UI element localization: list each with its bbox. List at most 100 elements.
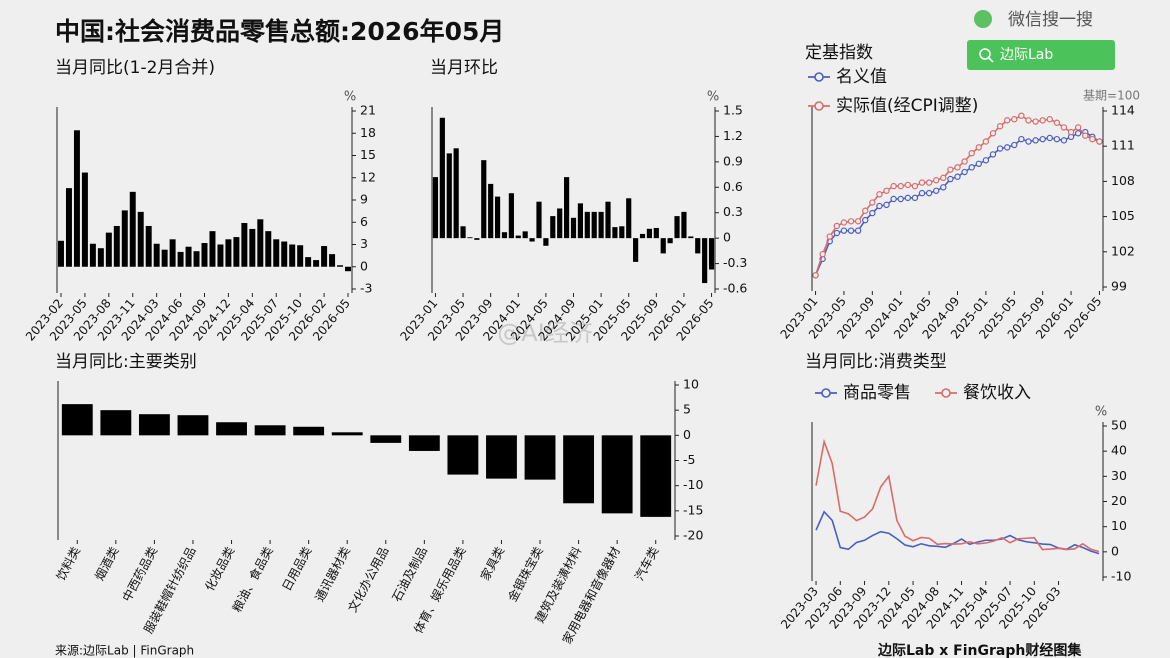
- bar: [337, 265, 344, 267]
- y-tick-label: -15: [683, 502, 703, 517]
- y-tick-label: 0: [360, 258, 368, 273]
- bar: [640, 435, 672, 517]
- y-tick-label: 10: [1111, 518, 1127, 533]
- point: [847, 227, 855, 234]
- search-icon: [988, 57, 994, 63]
- point: [847, 218, 855, 225]
- bar: [129, 191, 136, 267]
- y-tick-label: 50: [1111, 418, 1127, 433]
- bar: [201, 243, 208, 267]
- bar: [515, 235, 521, 239]
- legend-label: 商品零售: [843, 383, 911, 403]
- point: [947, 175, 954, 183]
- bar: [453, 148, 459, 239]
- bar: [293, 426, 325, 436]
- bar: [81, 172, 88, 267]
- bar: [209, 231, 216, 267]
- bar: [432, 177, 439, 239]
- x-tick-label: 饮料类: [54, 544, 83, 582]
- x-tick-label: 文化办公用品: [344, 544, 391, 615]
- x-tick-label: 中西药品类: [119, 544, 160, 604]
- x-tick-label: 家具类: [477, 544, 507, 583]
- legend-label: 名义值: [836, 67, 887, 87]
- bar: [408, 435, 440, 451]
- point: [897, 195, 904, 203]
- y-tick-label: 12: [360, 169, 376, 184]
- point: [968, 164, 975, 171]
- chart-title: 当月同比:消费类型: [805, 352, 947, 372]
- bar: [639, 233, 646, 239]
- bar: [254, 425, 286, 436]
- point: [826, 233, 833, 240]
- bar: [145, 225, 152, 267]
- bar: [57, 240, 64, 267]
- bar: [494, 196, 501, 239]
- y-tick-label: 102: [1111, 243, 1135, 258]
- chart-title: 当月同比:主要类别: [55, 352, 197, 372]
- bar: [674, 216, 680, 239]
- point: [1074, 124, 1082, 131]
- point: [1032, 118, 1039, 125]
- point: [1025, 117, 1032, 124]
- point: [918, 179, 926, 186]
- point: [947, 166, 954, 173]
- bar: [633, 238, 639, 262]
- y-tick-label: 105: [1111, 208, 1135, 223]
- point: [989, 130, 997, 137]
- y-tick-label: 15: [360, 147, 376, 162]
- point: [1082, 132, 1089, 139]
- search-text[interactable]: 边际Lab: [1000, 47, 1053, 63]
- point: [1018, 112, 1025, 119]
- y-tick-label: 114: [1111, 103, 1135, 118]
- bar: [161, 249, 168, 267]
- bar: [446, 153, 452, 239]
- search-box[interactable]: [967, 40, 1115, 70]
- y-tick-label: 111: [1111, 138, 1135, 153]
- point: [925, 189, 933, 197]
- point: [854, 227, 862, 234]
- bar: [563, 435, 595, 504]
- y-tick-label: 0.6: [723, 179, 743, 194]
- y-tick-label: 40: [1111, 443, 1127, 458]
- brand: 边际Lab x FinGraph财经图集: [877, 642, 1082, 658]
- point: [954, 173, 961, 180]
- bar: [695, 238, 701, 254]
- legend-marker: [814, 101, 824, 111]
- bar: [564, 177, 570, 239]
- point: [876, 202, 883, 210]
- point: [1089, 135, 1096, 143]
- y-tick-label: -10: [1111, 569, 1131, 584]
- legend-label: 实际值(经CPI调整): [836, 96, 978, 116]
- point: [1011, 116, 1018, 123]
- bar: [702, 238, 708, 284]
- point: [876, 191, 883, 198]
- bar: [550, 216, 556, 239]
- point: [996, 145, 1004, 152]
- bar: [591, 211, 597, 239]
- legend-marker: [821, 388, 831, 398]
- bar: [570, 217, 577, 239]
- bar: [305, 257, 312, 267]
- y-tick-label: 20: [1111, 493, 1127, 508]
- point: [883, 187, 890, 194]
- point: [982, 157, 990, 164]
- point: [904, 194, 912, 202]
- y-tick-label: 10: [683, 377, 699, 392]
- bar: [217, 244, 224, 267]
- search-icon: [979, 48, 991, 60]
- bar: [233, 237, 240, 267]
- bar: [612, 227, 618, 239]
- point: [1060, 124, 1068, 131]
- point: [968, 150, 975, 157]
- point: [996, 123, 1004, 130]
- point: [862, 207, 869, 214]
- y-tick-label: -20: [683, 528, 703, 543]
- y-tick-label: -5: [683, 452, 695, 467]
- bar: [169, 239, 176, 267]
- bar: [486, 435, 517, 479]
- bar: [153, 243, 160, 267]
- point: [1003, 117, 1011, 124]
- annotation: 基期=100: [1083, 89, 1140, 103]
- bar: [65, 188, 72, 267]
